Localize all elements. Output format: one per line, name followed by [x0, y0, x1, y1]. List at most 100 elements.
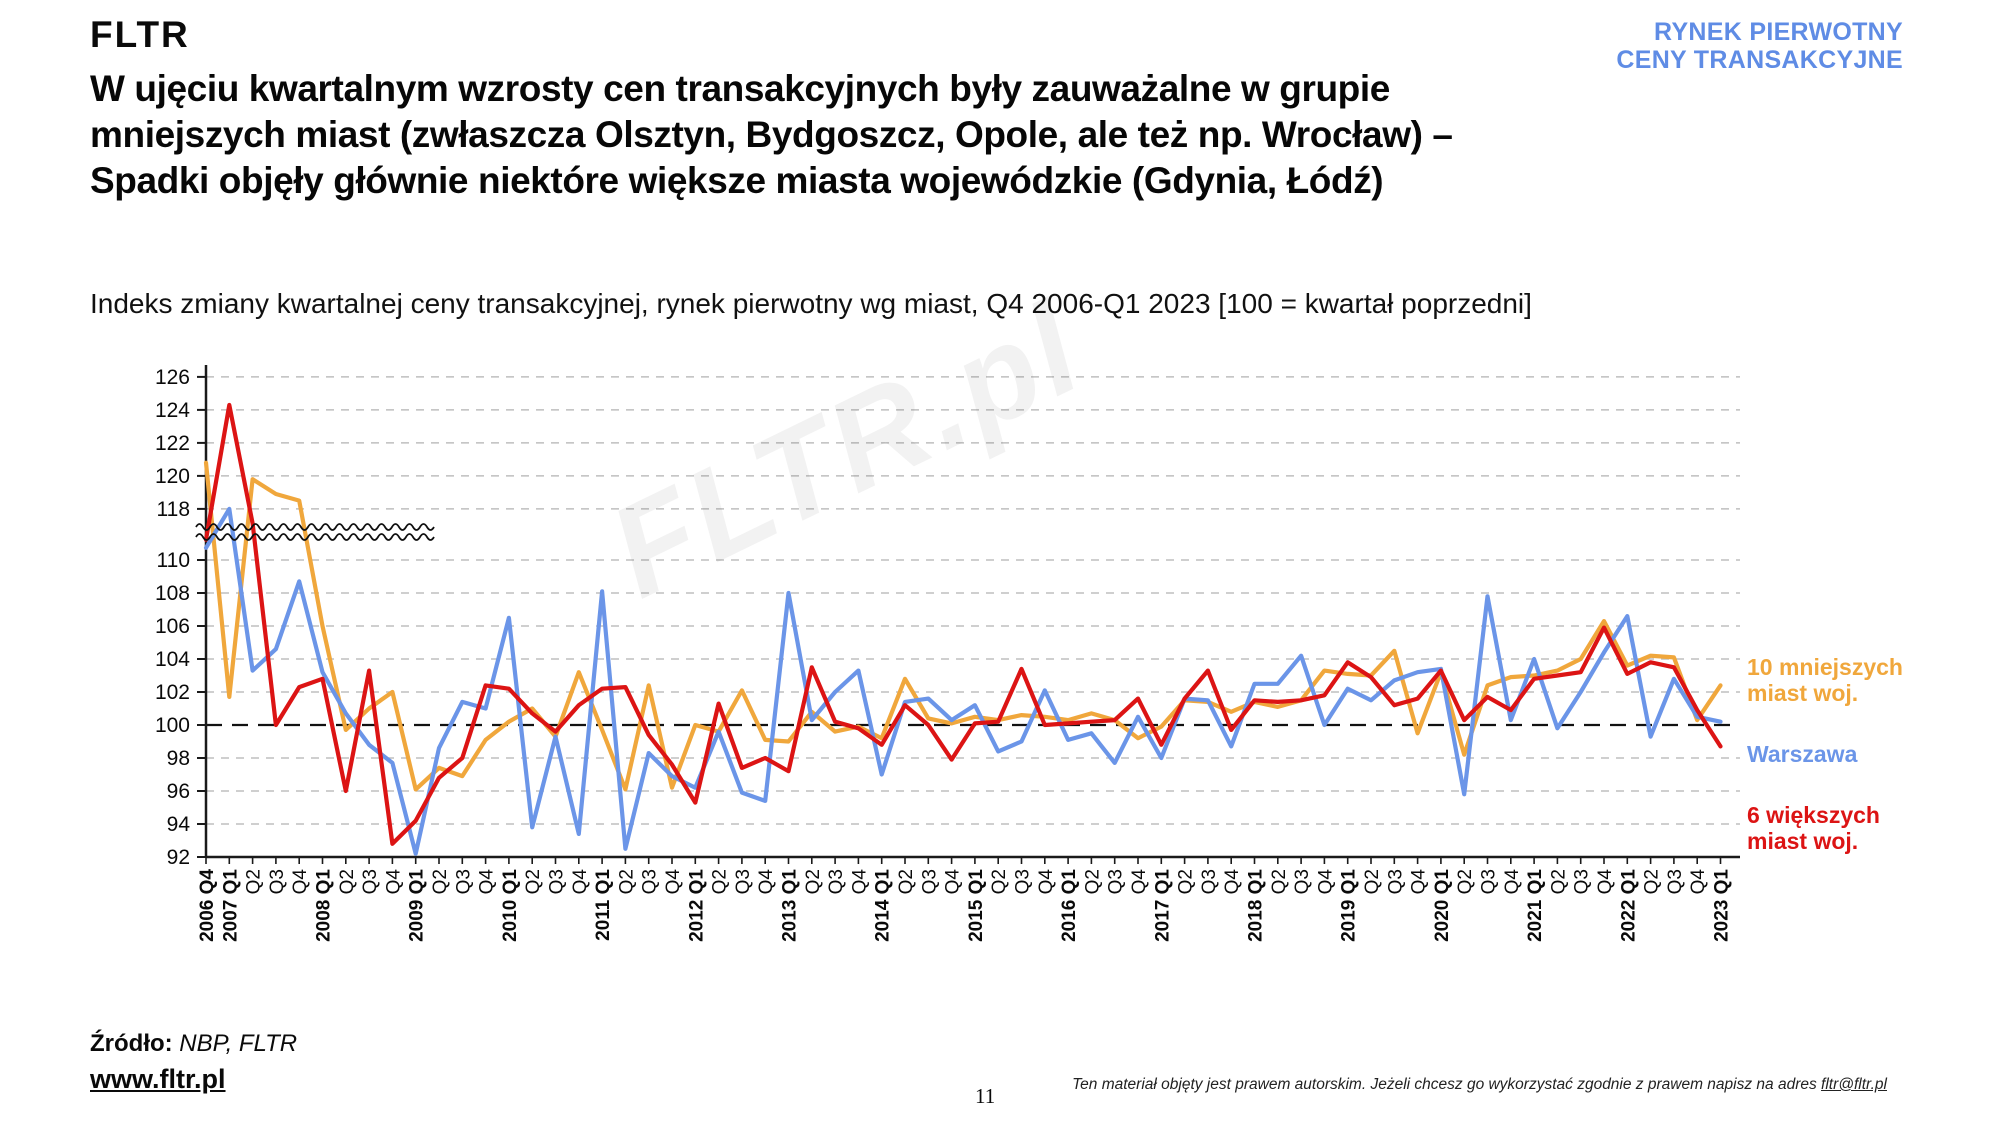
y-tick-label-126: 126 — [155, 366, 190, 389]
page-number: 11 — [975, 1084, 996, 1108]
y-tick-label-104: 104 — [155, 648, 190, 671]
x-tick-label: Q3 — [360, 869, 381, 894]
y-tick-label-118: 118 — [157, 498, 190, 521]
x-tick-label: Q2 — [1548, 869, 1569, 894]
y-tick-label-100: 100 — [155, 714, 190, 737]
x-tick-label: Q3 — [640, 869, 661, 894]
x-tick-label: Q2 — [710, 869, 731, 894]
page-title: W ujęciu kwartalnym wzrosty cen transakc… — [90, 66, 1610, 204]
x-tick-label: Q3 — [826, 869, 847, 894]
x-tick-label: 2008 Q1 — [314, 869, 335, 942]
axis-break-squiggle-2 — [195, 533, 435, 541]
x-tick-label: Q3 — [453, 869, 474, 894]
x-tick-label: Q3 — [1479, 869, 1500, 894]
y-tick-label-120: 120 — [155, 465, 190, 488]
x-tick-label: Q4 — [290, 869, 311, 895]
x-tick-label: 2016 Q1 — [1059, 869, 1080, 942]
x-tick-label: 2011 Q1 — [593, 869, 614, 941]
x-tick-label: 2019 Q1 — [1339, 869, 1360, 942]
x-tick-label: Q4 — [1315, 869, 1336, 895]
x-tick-label: Q3 — [1292, 869, 1313, 894]
x-tick-label: 2007 Q1 — [220, 869, 241, 942]
x-tick-label: 2006 Q4 — [197, 869, 218, 942]
x-tick-label: 2018 Q1 — [1246, 869, 1267, 942]
series-line-smaller-cities — [203, 460, 1723, 792]
y-tick-label-110: 110 — [157, 549, 190, 572]
copyright-email-link[interactable]: fltr@fltr.pl — [1821, 1076, 1887, 1093]
x-tick-label: Q2 — [1642, 869, 1663, 894]
page-title-line3: Spadki objęły głównie niektóre większe m… — [90, 160, 1384, 201]
y-tick-label-96: 96 — [167, 780, 190, 803]
x-tick-label: Q4 — [1036, 869, 1057, 895]
x-tick-label: Q4 — [383, 869, 404, 895]
x-tick-label: Q2 — [1362, 869, 1383, 894]
x-tick-label: Q3 — [919, 869, 940, 894]
x-tick-label: Q4 — [756, 869, 777, 895]
x-tick-label: 2023 Q1 — [1712, 869, 1733, 942]
x-tick-label: Q2 — [616, 869, 637, 894]
x-tick-label: Q2 — [896, 869, 917, 894]
market-tag-line1: RYNEK PIERWOTNY — [1654, 18, 1903, 46]
x-tick-label: Q2 — [1176, 869, 1197, 894]
x-tick-label: Q2 — [1455, 869, 1476, 894]
y-tick-label-102: 102 — [155, 681, 190, 704]
x-tick-label: Q2 — [1082, 869, 1103, 894]
x-tick-label: Q2 — [430, 869, 451, 894]
x-tick-label: Q4 — [477, 869, 498, 895]
x-tick-label: Q3 — [1199, 869, 1220, 894]
x-tick-label: Q3 — [267, 869, 288, 894]
chart-subtitle: Indeks zmiany kwartalnej ceny transakcyj… — [90, 288, 1532, 319]
copyright-note: Ten materiał objęty jest prawem autorski… — [1072, 1076, 1887, 1094]
x-tick-label: Q3 — [1385, 869, 1406, 894]
x-tick-label: Q2 — [989, 869, 1010, 894]
x-tick-label: Q2 — [337, 869, 358, 894]
y-tick-label-108: 108 — [155, 582, 190, 605]
x-tick-label: 2015 Q1 — [966, 869, 987, 942]
x-tick-label: Q4 — [1502, 869, 1523, 895]
fltr-watermark: FLTR.pl — [588, 274, 1103, 625]
x-tick-label: 2009 Q1 — [407, 869, 428, 942]
x-tick-label: Q3 — [733, 869, 754, 894]
x-tick-label: Q4 — [1595, 869, 1616, 895]
x-tick-label: Q3 — [1665, 869, 1686, 894]
x-tick-label: Q4 — [943, 869, 964, 895]
x-tick-label: 2010 Q1 — [500, 869, 521, 942]
series-line-larger-cities — [203, 402, 1723, 846]
source-line: Źródło: NBP, FLTR — [90, 1030, 297, 1058]
y-tick-label-92: 92 — [167, 846, 190, 869]
x-tick-label: 2022 Q1 — [1618, 869, 1639, 942]
x-tick-label: Q4 — [1129, 869, 1150, 895]
copyright-text: Ten materiał objęty jest prawem autorski… — [1072, 1076, 1822, 1093]
x-tick-label: Q2 — [244, 869, 265, 894]
y-tick-label-94: 94 — [167, 813, 191, 836]
legend-item-larger-cities: 6 większych miast woj. — [1747, 802, 1880, 854]
brand-logo: FLTR — [90, 14, 190, 55]
y-tick-label-122: 122 — [155, 432, 190, 455]
x-tick-label: 2014 Q1 — [873, 869, 894, 942]
y-tick-label-124: 124 — [155, 399, 190, 422]
y-tick-label-98: 98 — [167, 747, 190, 770]
legend-item-smaller-cities: 10 mniejszych miast woj. — [1747, 654, 1903, 706]
page-title-line1: W ujęciu kwartalnym wzrosty cen transakc… — [90, 68, 1390, 109]
website-link[interactable]: www.fltr.pl — [90, 1064, 226, 1094]
x-tick-label: Q3 — [1106, 869, 1127, 894]
source-value: NBP, FLTR — [172, 1030, 298, 1057]
x-tick-label: Q4 — [1222, 869, 1243, 895]
x-tick-label: Q4 — [1409, 869, 1430, 895]
market-tag: RYNEK PIERWOTNY CENY TRANSAKCYJNE — [1616, 18, 1903, 74]
x-tick-label: Q4 — [849, 869, 870, 895]
x-tick-label: Q3 — [547, 869, 568, 894]
x-tick-label: 2021 Q1 — [1525, 869, 1546, 942]
y-tick-label-106: 106 — [155, 615, 190, 638]
page-title-line2: mniejszych miast (zwłaszcza Olsztyn, Byd… — [90, 114, 1453, 155]
x-tick-label: 2012 Q1 — [686, 869, 707, 942]
x-tick-label: Q4 — [663, 869, 684, 895]
x-tick-label: Q2 — [523, 869, 544, 894]
x-tick-label: Q3 — [1013, 869, 1034, 894]
x-tick-label: Q4 — [570, 869, 591, 895]
x-tick-label: 2013 Q1 — [780, 869, 801, 942]
x-tick-label: Q2 — [803, 869, 824, 894]
x-tick-label: 2017 Q1 — [1152, 869, 1173, 942]
x-tick-label: 2020 Q1 — [1432, 869, 1453, 942]
